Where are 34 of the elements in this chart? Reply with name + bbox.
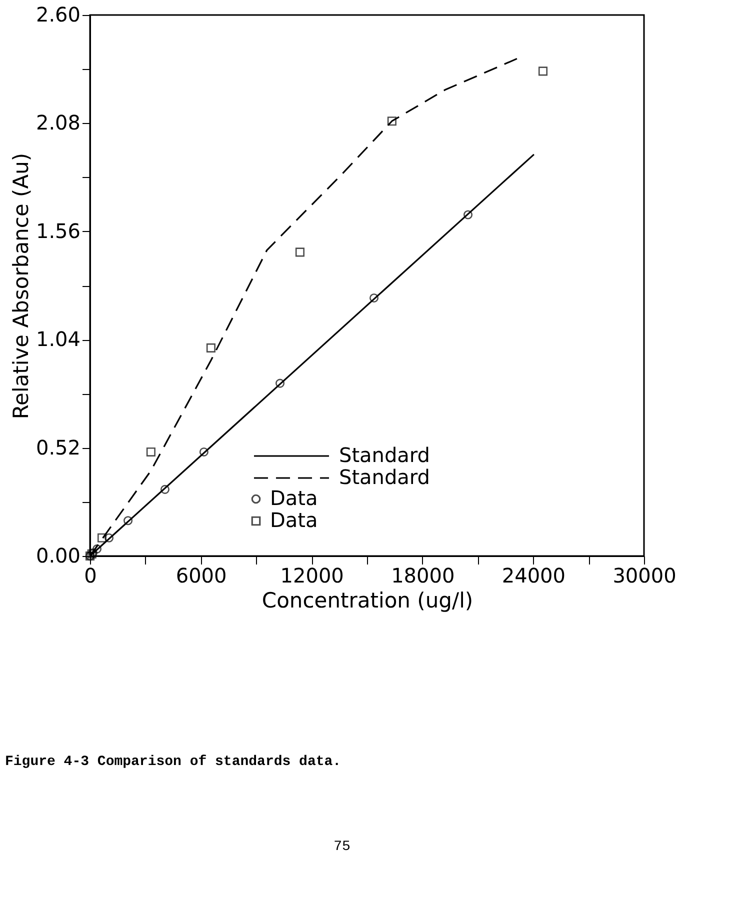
point bbox=[387, 116, 396, 126]
legend-label: Data bbox=[270, 508, 318, 532]
point bbox=[369, 293, 379, 302]
text: 75 bbox=[334, 839, 350, 855]
x-tick-label: 12000 bbox=[280, 564, 344, 588]
point bbox=[97, 533, 107, 542]
legend-label: Standard bbox=[339, 465, 430, 489]
point bbox=[295, 248, 304, 257]
x-tick-label: 24000 bbox=[502, 564, 566, 588]
x-tick-label: 0 bbox=[84, 564, 97, 588]
point bbox=[124, 516, 133, 526]
point bbox=[276, 378, 285, 388]
legend-label: Data bbox=[270, 486, 318, 510]
point bbox=[104, 533, 114, 542]
y-tick-label: 2.60 bbox=[36, 2, 80, 26]
point bbox=[463, 210, 473, 220]
y-tick-label: 0.52 bbox=[36, 435, 80, 460]
y-tick-label: 0.00 bbox=[36, 544, 80, 568]
x-tick-label: 30000 bbox=[612, 564, 676, 588]
point bbox=[538, 66, 548, 76]
point bbox=[206, 343, 216, 352]
point bbox=[92, 544, 102, 554]
y-axis-title: Relative Absorbance (Au) bbox=[8, 152, 33, 420]
legend-label: Standard bbox=[339, 443, 430, 467]
x-axis-title: Concentration (ug/l) bbox=[262, 588, 474, 612]
y-tick-label: 1.56 bbox=[36, 218, 80, 243]
y-tick-label: 1.04 bbox=[36, 327, 80, 352]
x-tick-label: 6000 bbox=[176, 564, 227, 588]
point bbox=[146, 447, 156, 456]
point bbox=[160, 484, 170, 494]
caption: Figure 4-3 Comparison of standards data. bbox=[5, 754, 342, 770]
x-tick-label: 18000 bbox=[391, 564, 455, 588]
point bbox=[199, 447, 208, 456]
y-tick-label: 2.08 bbox=[36, 110, 80, 135]
